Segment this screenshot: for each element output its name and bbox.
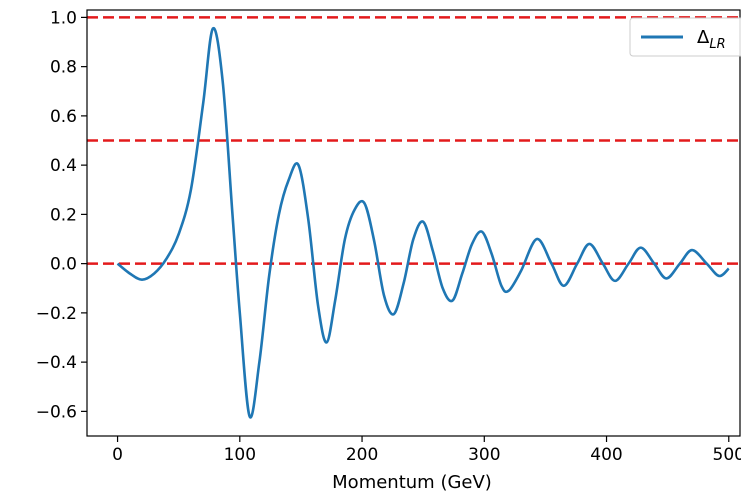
legend-label: ΔLR [697,27,726,52]
x-tick-label: 400 [590,445,622,465]
legend-label-main: Δ [697,27,710,48]
x-tick-label: 100 [224,445,256,465]
y-axis: −0.6 −0.4 −0.2 0.0 0.2 0.4 0.6 0.8 1.0 [36,8,87,422]
y-tick-label: −0.4 [36,353,77,373]
x-tick-label: 500 [713,445,741,465]
y-tick-label: 0.6 [50,107,77,127]
y-tick-label: 0.2 [50,205,77,225]
series-layer [116,27,730,419]
legend-label-sub: LR [709,37,725,52]
y-tick-label: 0.4 [50,156,77,176]
x-tick-label: 200 [346,445,378,465]
x-tick-label: 300 [468,445,500,465]
y-tick-label: 1.0 [50,8,77,28]
legend: ΔLR [629,17,741,57]
plot-frame [86,9,741,437]
legend-box [629,17,741,57]
reference-lines [87,16,741,265]
y-tick-label: −0.2 [36,304,77,324]
x-tick-label: 0 [112,445,123,465]
y-tick-label: 0.8 [50,58,77,78]
x-axis: 0 100 200 300 400 500 [112,436,741,465]
series-line-0 [116,27,730,419]
y-tick-label: −0.6 [36,402,77,422]
y-tick-label: 0.0 [50,255,77,275]
x-axis-title: Momentum (GeV) [332,472,492,492]
